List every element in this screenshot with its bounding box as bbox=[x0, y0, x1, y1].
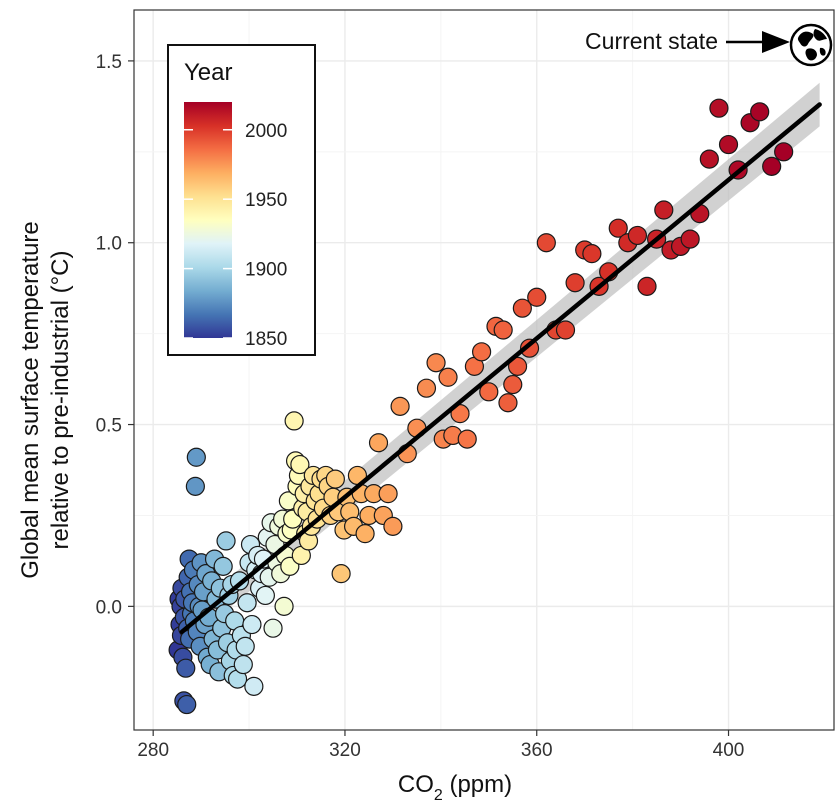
x-tick-label: 360 bbox=[521, 740, 553, 761]
legend-title: Year bbox=[184, 59, 233, 86]
data-point bbox=[176, 658, 196, 678]
data-point bbox=[233, 654, 253, 675]
x-tick-label: 400 bbox=[713, 740, 745, 761]
data-point bbox=[177, 694, 197, 715]
y-tick-label: 1.5 bbox=[96, 52, 122, 73]
data-point bbox=[527, 287, 547, 307]
axis-ticks: 280 320 360 400 0.0 0.5 1.0 1.5 bbox=[96, 52, 745, 761]
data-point bbox=[718, 134, 739, 155]
legend-tick-label: 2000 bbox=[245, 121, 287, 142]
data-point bbox=[774, 142, 794, 162]
data-point bbox=[390, 396, 410, 416]
data-point bbox=[255, 585, 275, 606]
data-point bbox=[186, 447, 206, 467]
data-point bbox=[519, 338, 540, 358]
data-point bbox=[378, 484, 398, 504]
data-point bbox=[493, 320, 513, 340]
plot-panel-border bbox=[133, 9, 835, 731]
data-point bbox=[699, 149, 719, 169]
data-point bbox=[750, 102, 770, 122]
legend: Year 1850 1900 1950 2000 bbox=[167, 44, 316, 356]
data-point bbox=[263, 618, 283, 638]
data-point bbox=[237, 593, 257, 613]
data-point bbox=[627, 225, 648, 246]
current-state-label: Current state bbox=[585, 28, 718, 54]
data-point bbox=[331, 564, 351, 584]
data-point bbox=[709, 98, 729, 118]
data-point bbox=[479, 382, 499, 402]
legend-colorbar bbox=[184, 102, 232, 338]
data-point bbox=[762, 156, 782, 176]
data-point bbox=[512, 298, 532, 318]
data-point bbox=[472, 342, 492, 362]
data-points bbox=[168, 98, 794, 715]
data-point bbox=[274, 596, 294, 616]
legend-tick-label: 1900 bbox=[245, 260, 287, 281]
data-point bbox=[355, 524, 375, 544]
current-state-annotation: Current state bbox=[585, 23, 833, 67]
x-tick-label: 280 bbox=[137, 740, 169, 761]
data-point bbox=[185, 476, 205, 496]
data-point bbox=[654, 200, 674, 220]
data-point bbox=[582, 244, 602, 264]
data-point bbox=[680, 229, 700, 249]
y-tick-label: 1.0 bbox=[96, 234, 122, 255]
data-point bbox=[637, 276, 657, 296]
data-point bbox=[284, 411, 304, 431]
data-point bbox=[383, 516, 403, 536]
data-point bbox=[438, 367, 458, 387]
data-point bbox=[290, 454, 310, 475]
data-point bbox=[555, 320, 576, 340]
legend-tick-label: 1950 bbox=[245, 190, 287, 211]
data-point bbox=[426, 353, 446, 373]
data-point bbox=[416, 378, 437, 398]
x-tick-label: 320 bbox=[329, 740, 361, 761]
data-point bbox=[565, 273, 585, 293]
legend-ticks: 1850 1900 1950 2000 bbox=[184, 121, 287, 350]
y-axis-title-line2: relative to pre-industrial (°C) bbox=[47, 250, 74, 549]
regression-fit-line bbox=[179, 102, 822, 635]
data-point bbox=[216, 531, 236, 551]
regression-line bbox=[179, 102, 822, 635]
data-point bbox=[536, 233, 556, 253]
data-point bbox=[608, 218, 628, 238]
annotation-arrowhead bbox=[762, 31, 790, 53]
y-axis-title-line1: Global mean surface temperature bbox=[17, 221, 44, 579]
y-tick-label: 0.0 bbox=[96, 597, 122, 618]
globe-icon bbox=[789, 23, 833, 67]
legend-tick-label: 1850 bbox=[245, 329, 287, 350]
data-point bbox=[213, 556, 233, 576]
data-point bbox=[242, 614, 262, 635]
data-point bbox=[325, 469, 345, 489]
data-point bbox=[368, 433, 389, 453]
data-point bbox=[503, 374, 523, 395]
y-tick-label: 0.5 bbox=[96, 416, 122, 437]
x-axis-title: CO2 (ppm) bbox=[398, 771, 512, 804]
data-point bbox=[235, 636, 255, 656]
data-point bbox=[507, 356, 528, 376]
data-point bbox=[457, 429, 477, 449]
data-point bbox=[244, 676, 264, 696]
data-point bbox=[498, 393, 518, 413]
